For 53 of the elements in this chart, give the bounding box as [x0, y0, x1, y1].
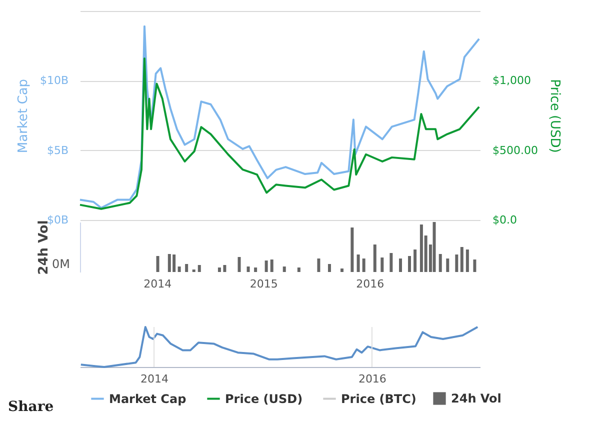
text: Share — [8, 399, 54, 415]
bar — [362, 258, 366, 272]
bar — [246, 266, 250, 272]
bar — [270, 260, 274, 272]
legend-label: Price (USD) — [225, 392, 303, 406]
bar — [297, 268, 300, 272]
y-tick-label: $10B — [40, 74, 68, 88]
bar — [264, 260, 268, 272]
bar — [328, 264, 331, 272]
x-tick-label: 2016 — [358, 372, 386, 386]
x-tick-label: 2016 — [356, 278, 384, 290]
bar — [185, 264, 188, 272]
bar — [340, 268, 344, 272]
line-series — [79, 25, 480, 209]
bar — [282, 266, 286, 272]
bar — [390, 253, 393, 272]
bar — [373, 244, 376, 272]
bar — [398, 258, 402, 272]
bar — [350, 228, 354, 272]
bar — [178, 266, 181, 272]
y2-tick-label: $500.00 — [492, 144, 538, 157]
y2-tick-label: $1,000 — [492, 74, 531, 88]
y2-tick-label: $0.0 — [492, 214, 517, 226]
x-tick-label: 2014 — [140, 372, 169, 386]
text: 0M — [52, 257, 70, 271]
x-tick-label: 2014 — [144, 278, 172, 290]
bar — [455, 254, 458, 272]
y2-axis-title: Price (USD) — [546, 79, 562, 153]
bar — [408, 256, 412, 272]
bar — [223, 265, 226, 272]
x-tick-label: 2015 — [250, 278, 278, 290]
bar — [238, 257, 241, 272]
legend-label: 24h Vol — [451, 392, 502, 406]
y-tick-label: $0B — [46, 214, 68, 226]
y-tick-label: $5B — [46, 144, 68, 157]
bar — [317, 258, 320, 272]
line-series — [79, 58, 480, 210]
bar — [156, 256, 160, 272]
y-axis-title: Market Cap — [16, 78, 31, 154]
bar — [446, 258, 450, 272]
bar — [432, 222, 436, 272]
legend-label: Market Cap — [109, 392, 187, 406]
bar — [438, 254, 442, 272]
bar — [254, 268, 258, 272]
bar — [414, 250, 417, 272]
bar — [380, 258, 384, 272]
bar — [218, 268, 221, 272]
bar — [460, 247, 464, 272]
bar — [198, 265, 201, 272]
bar — [356, 254, 360, 272]
bar — [466, 250, 469, 272]
legend-label: Price (BTC) — [341, 392, 416, 406]
bar — [473, 260, 476, 272]
